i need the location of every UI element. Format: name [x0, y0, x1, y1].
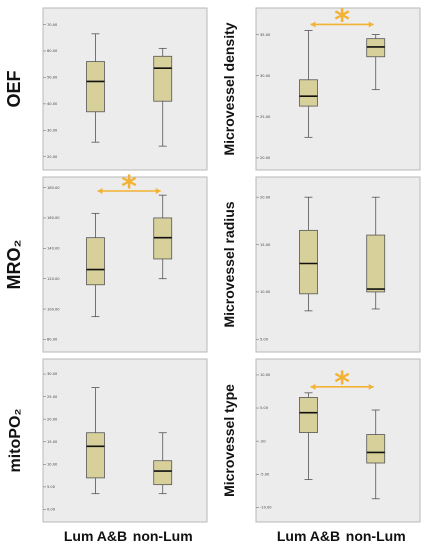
- y-tick-label: 100.00: [47, 307, 60, 311]
- y-tick-label: 120.00: [47, 277, 60, 281]
- plot-area: [255, 7, 421, 171]
- y-axis-label: Microvessel type: [221, 384, 237, 497]
- chart-panel-4: 5.00 10.00 15.00 20.00 Microvessel radius: [221, 176, 421, 353]
- box-non-lum: [153, 194, 173, 280]
- chart-panel-3: 80.00 100.00 120.00 140.00 160.00 180.00 MRO₂ *: [4, 170, 208, 353]
- plot-area: [42, 176, 208, 353]
- y-tick-label: 50.00: [47, 76, 58, 80]
- chart-panel-6: -10.00 -5.00 .00 5.00 10.00 Microvessel type *: [221, 358, 421, 523]
- arrow-head-left: [310, 383, 316, 390]
- arrow-head-right: [368, 383, 374, 390]
- chart-panel-1: 20.00 30.00 40.00 50.00 60.00 70.00 OEF: [4, 7, 208, 171]
- iqr-box: [86, 237, 105, 286]
- significance-star: *: [334, 366, 350, 401]
- iqr-box: [299, 79, 318, 107]
- y-tick-label: 0.00: [47, 508, 56, 512]
- iqr-box: [299, 397, 318, 433]
- y-tick-label: 15.00: [260, 243, 271, 247]
- y-tick-label: 25.00: [47, 395, 58, 399]
- y-tick-label: 40.00: [47, 102, 58, 106]
- arrow-head-right: [155, 188, 161, 194]
- box-non-lum: [366, 196, 386, 310]
- arrow-head-right: [368, 21, 374, 28]
- y-tick-label: 70.00: [47, 23, 58, 27]
- significance-star: *: [334, 3, 350, 38]
- y-tick-label: 20.00: [47, 155, 58, 159]
- y-axis-label: Microvessel density: [221, 22, 237, 155]
- y-tick-label: -5.00: [260, 472, 270, 476]
- y-tick-label: 140.00: [47, 247, 60, 251]
- y-tick-label: 5.00: [260, 406, 269, 410]
- y-tick-label: 15.00: [47, 440, 58, 444]
- y-tick-label: 10.00: [260, 373, 271, 377]
- y-tick-label: 60.00: [47, 49, 58, 53]
- x-category-label: Lum A&B: [64, 528, 127, 544]
- y-axis-label: MRO₂: [4, 240, 24, 290]
- y-axis-label: OEF: [4, 70, 24, 107]
- box-lum-ab: [86, 33, 105, 143]
- significance-bracket: *: [310, 3, 374, 38]
- y-tick-label: 10.00: [47, 463, 58, 467]
- plot-area: [255, 358, 421, 523]
- iqr-box: [153, 460, 173, 486]
- y-tick-label: 180.00: [47, 186, 60, 190]
- iqr-box: [86, 61, 105, 113]
- box-lum-ab: [299, 30, 318, 138]
- box-lum-ab: [299, 196, 318, 312]
- plot-area: [255, 176, 421, 353]
- box-lum-ab: [299, 392, 318, 480]
- box-non-lum: [366, 34, 386, 91]
- iqr-box: [153, 55, 173, 102]
- box-non-lum: [153, 432, 173, 495]
- y-tick-label: 30.00: [47, 372, 58, 376]
- y-tick-label: 35.00: [260, 33, 271, 37]
- iqr-box: [366, 434, 386, 464]
- significance-star: *: [121, 170, 137, 205]
- significance-bracket: *: [97, 170, 161, 205]
- iqr-box: [366, 234, 386, 293]
- plot-area: [42, 7, 208, 171]
- y-tick-label: 80.00: [47, 338, 58, 342]
- x-category-label: non-Lum: [346, 528, 406, 544]
- y-tick-label: -10.00: [260, 506, 272, 510]
- significance-bracket: *: [310, 366, 374, 401]
- y-tick-label: 30.00: [260, 74, 271, 78]
- iqr-box: [366, 38, 386, 58]
- iqr-box: [86, 432, 105, 479]
- arrow-head-left: [97, 188, 103, 194]
- y-tick-label: 160.00: [47, 216, 60, 220]
- x-category-label: Lum A&B: [277, 528, 340, 544]
- y-tick-label: .00: [260, 439, 266, 443]
- y-tick-label: 20.00: [260, 195, 271, 199]
- plot-area: [42, 358, 208, 523]
- y-tick-label: 30.00: [47, 128, 58, 132]
- y-axis-label: Microvessel radius: [221, 201, 237, 327]
- arrow-head-left: [310, 21, 316, 28]
- box-lum-ab: [86, 387, 105, 495]
- y-tick-label: 5.00: [47, 485, 56, 489]
- chart-panel-5: 0.00 5.00 10.00 15.00 20.00 25.00 30.00 mitoPO₂: [7, 358, 208, 523]
- box-non-lum: [153, 47, 173, 147]
- y-tick-label: 25.00: [260, 115, 271, 119]
- y-axis-label: mitoPO₂: [7, 409, 24, 473]
- y-tick-label: 10.00: [260, 290, 271, 294]
- y-tick-label: 20.00: [47, 417, 58, 421]
- chart-panel-2: 20.00 25.00 30.00 35.00 Microvessel density *: [221, 3, 421, 171]
- y-tick-label: 20.00: [260, 156, 271, 160]
- y-tick-label: 5.00: [260, 337, 269, 341]
- box-lum-ab: [86, 212, 105, 318]
- box-non-lum: [366, 409, 386, 500]
- iqr-box: [299, 229, 318, 295]
- x-category-label: non-Lum: [133, 528, 193, 544]
